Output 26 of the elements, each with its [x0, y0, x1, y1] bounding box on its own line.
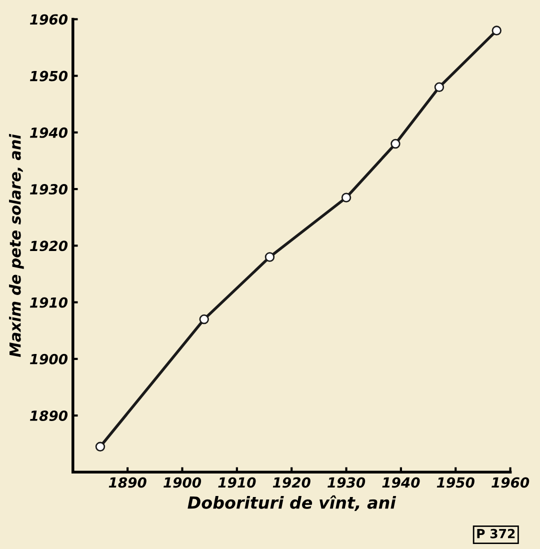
y-tick-label: 1960: [30, 14, 68, 25]
y-tick-label: 1900: [30, 354, 68, 364]
x-tick-label: 1960: [492, 477, 530, 488]
x-tick-label: 1920: [272, 477, 310, 488]
y-axis-title: Maxim de pete solare, ani: [9, 134, 24, 358]
point: [434, 82, 444, 92]
x-tick-label: 1890: [108, 477, 146, 488]
y-tick-label: 1950: [30, 70, 68, 82]
text: P 372: [477, 528, 515, 538]
point: [492, 26, 502, 36]
x-tick-label: 1950: [436, 477, 474, 488]
x-tick-label: 1940: [382, 477, 420, 488]
point: [390, 138, 400, 149]
y-tick-label: 1890: [30, 410, 68, 422]
point: [199, 314, 209, 324]
point: [95, 442, 106, 452]
x-tick-label: 1900: [164, 477, 202, 488]
y-tick-label: 1940: [30, 127, 68, 138]
y-tick-label: 1920: [30, 240, 68, 252]
x-axis-title: Doborituri de vînt, ani: [188, 495, 396, 512]
x-tick-label: 1930: [328, 477, 366, 488]
y-tick-label: 1930: [30, 184, 68, 195]
x-tick-label: 1910: [218, 477, 256, 488]
point: [341, 192, 352, 202]
point: [264, 252, 275, 262]
y-tick-label: 1910: [30, 297, 68, 308]
